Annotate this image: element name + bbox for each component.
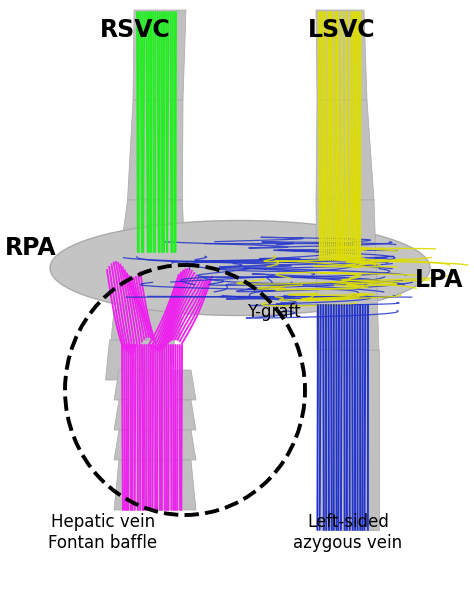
Polygon shape xyxy=(316,200,379,350)
Polygon shape xyxy=(133,10,186,100)
Polygon shape xyxy=(316,10,367,100)
Polygon shape xyxy=(111,310,182,340)
Polygon shape xyxy=(106,340,174,380)
Polygon shape xyxy=(119,200,184,260)
Text: RSVC: RSVC xyxy=(100,18,170,42)
Text: RPA: RPA xyxy=(5,236,56,260)
Polygon shape xyxy=(128,100,183,200)
Polygon shape xyxy=(117,260,190,310)
Text: Hepatic vein
Fontan baffle: Hepatic vein Fontan baffle xyxy=(48,513,157,552)
Polygon shape xyxy=(114,370,196,400)
Text: Left-sided
azygous vein: Left-sided azygous vein xyxy=(293,513,402,552)
Text: LSVC: LSVC xyxy=(308,18,376,42)
Polygon shape xyxy=(114,430,196,460)
Polygon shape xyxy=(114,400,196,430)
Ellipse shape xyxy=(50,221,430,316)
Text: LPA: LPA xyxy=(415,268,464,292)
Text: Y-graft: Y-graft xyxy=(247,303,301,321)
Polygon shape xyxy=(316,100,374,200)
Polygon shape xyxy=(114,460,196,510)
Polygon shape xyxy=(317,350,379,530)
